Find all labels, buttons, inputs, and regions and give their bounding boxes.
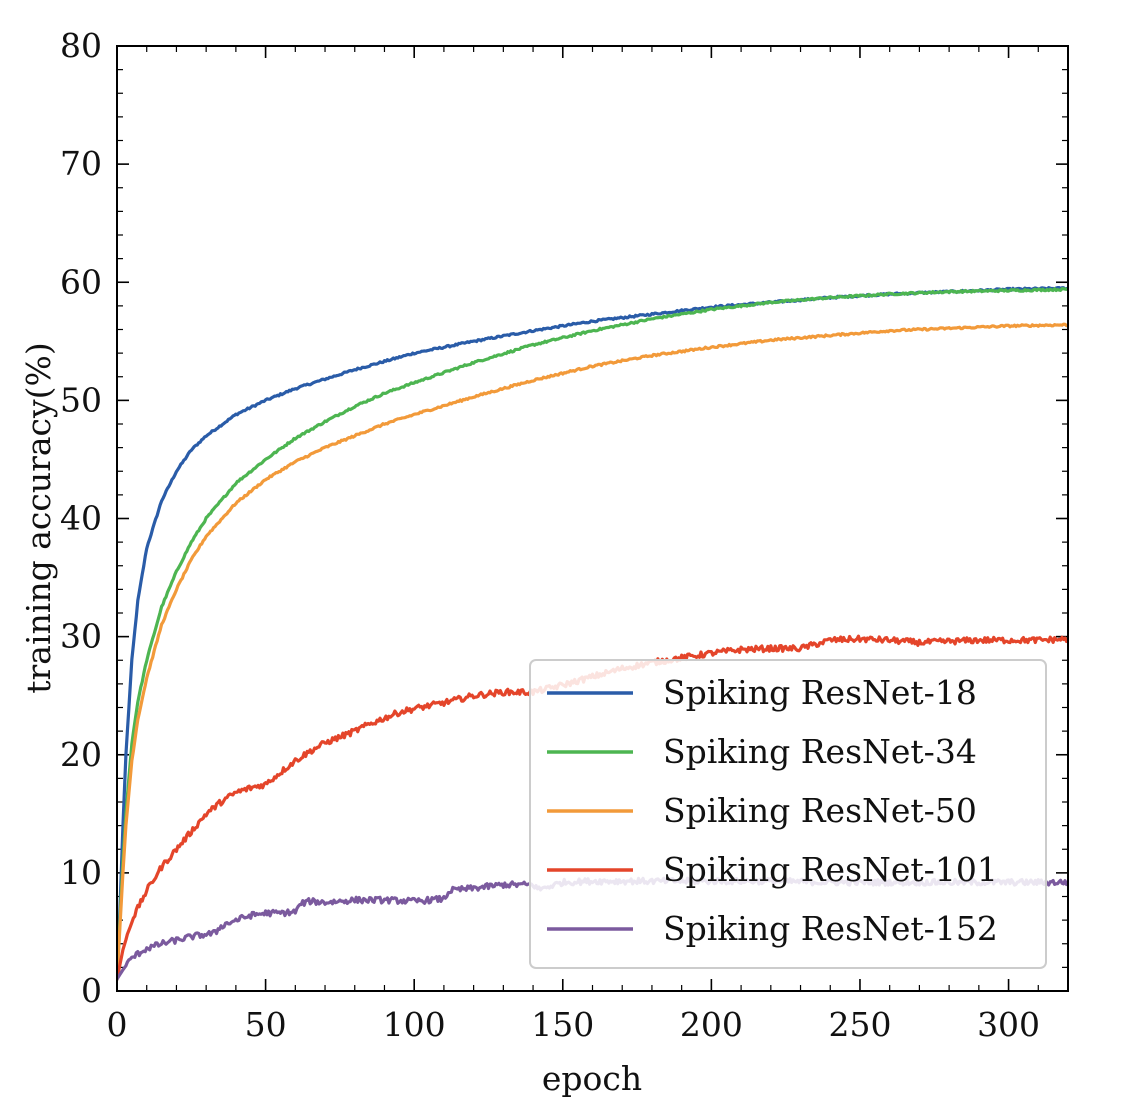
y-tick-label: 20 — [60, 735, 102, 774]
legend: Spiking ResNet-18 Spiking ResNet-34 Spikin… — [529, 659, 1047, 969]
y-tick-label: 80 — [60, 26, 102, 65]
x-tick-label: 300 — [977, 1005, 1040, 1044]
y-axis-label: training accuracy(%) — [19, 342, 58, 694]
x-tick-label: 250 — [828, 1005, 891, 1044]
y-tick-label: 30 — [60, 617, 102, 656]
x-tick-label: 50 — [245, 1005, 287, 1044]
series-line-spiking-resnet-50 — [117, 322, 1068, 981]
legend-label: Spiking ResNet-152 — [663, 909, 998, 948]
plot-frame — [116, 45, 1069, 992]
legend-box — [529, 659, 1047, 969]
legend-label: Spiking ResNet-34 — [663, 732, 977, 771]
legend-label: Spiking ResNet-101 — [663, 850, 998, 889]
legend-label: Spiking ResNet-18 — [663, 673, 977, 712]
y-tick-label: 10 — [60, 853, 102, 892]
x-tick-label: 150 — [531, 1005, 594, 1044]
y-tick-label: 40 — [60, 499, 102, 538]
y-tick-label: 0 — [81, 971, 102, 1010]
y-tick-label: 70 — [60, 144, 102, 183]
x-tick-label: 100 — [383, 1005, 446, 1044]
x-tick-label: 0 — [107, 1005, 128, 1044]
y-tick-label: 60 — [60, 262, 102, 301]
x-tick-label: 200 — [680, 1005, 743, 1044]
y-tick-label: 50 — [60, 380, 102, 419]
series-line-spiking-resnet-34 — [117, 287, 1068, 981]
tick-labels: 0 50 100 150 200 250 300 0 10 20 30 40 50 60 70 80 — [60, 26, 1040, 1044]
legend-label: Spiking ResNet-50 — [663, 791, 977, 830]
x-axis-label: epoch — [542, 1059, 642, 1098]
